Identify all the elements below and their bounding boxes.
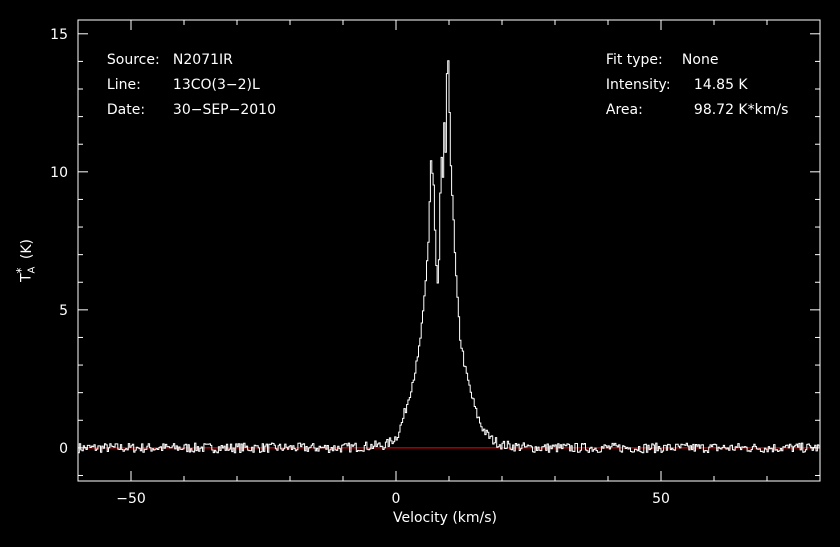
y-axis-label-sup: *: [14, 267, 28, 274]
line-label: Line:: [106, 77, 141, 93]
fit-value: None: [681, 52, 719, 68]
header-date-row: Date: 30−SEP−2010: [98, 86, 276, 118]
date-value: 30−SEP−2010: [172, 102, 276, 118]
x-tick-label: 0: [392, 491, 401, 507]
source-value: N2071IR: [172, 52, 233, 68]
header-area-row: Area: 98.72 K*km/s: [597, 86, 788, 118]
header-line-row: Line: 13CO(3−2)L: [98, 61, 260, 93]
y-axis-label: TA* (K): [14, 239, 37, 282]
date-label: Date:: [106, 102, 146, 118]
y-axis-label-main: T: [18, 273, 35, 282]
header-intensity-row: Intensity: 14.85 K: [597, 61, 748, 93]
x-axis-label: Velocity (km/s): [392, 510, 498, 526]
y-tick-label: 0: [59, 441, 68, 457]
y-tick-label: 15: [50, 27, 68, 43]
header-source-row: Source: N2071IR: [98, 36, 233, 68]
header-fit-row: Fit type: None: [597, 36, 719, 68]
y-axis-label-sub: A: [26, 266, 38, 274]
line-value: 13CO(3−2)L: [172, 77, 260, 93]
source-label: Source:: [106, 52, 160, 68]
y-tick-label: 5: [59, 303, 68, 319]
area-label: Area:: [605, 102, 643, 118]
spectrum-line: [78, 60, 821, 454]
area-value: 98.72 K*km/s: [693, 102, 789, 118]
intensity-value: 14.85 K: [693, 77, 748, 93]
y-axis-label-unit: (K): [18, 239, 35, 260]
y-tick-label: 10: [50, 165, 68, 181]
intensity-label: Intensity:: [605, 77, 671, 93]
x-tick-label: −50: [116, 491, 146, 507]
fit-label: Fit type:: [605, 52, 663, 68]
x-tick-label: 50: [652, 491, 670, 507]
